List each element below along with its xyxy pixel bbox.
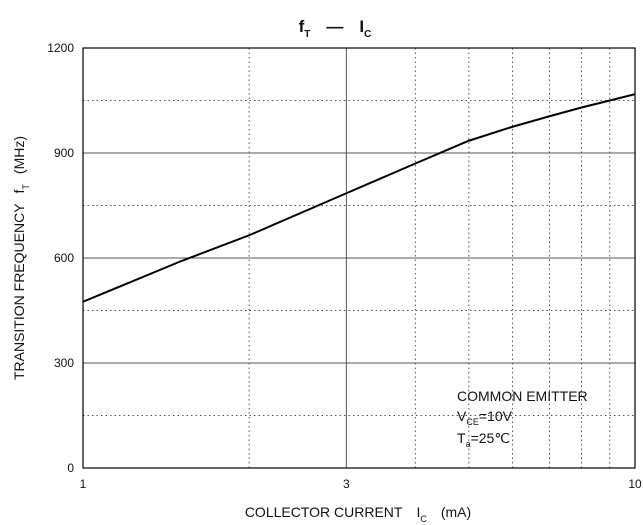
title-vs-symbol: I [359, 17, 364, 36]
y-tick-label: 600 [54, 251, 74, 265]
x-axis-label-text: COLLECTOR CURRENT [245, 504, 403, 520]
data-series-line [82, 93, 636, 303]
chart-title: fT — IC [299, 17, 372, 40]
annotation-ta-value: =25℃ [471, 430, 510, 446]
annotation-ta-sub: a [466, 439, 471, 449]
y-axis-label-text: TRANSITION FREQUENCY [11, 203, 27, 380]
annotation-vce-value: =10V [479, 408, 513, 424]
x-tick-label: 1 [80, 477, 87, 491]
conditions-annotation: COMMON EMITTER VCE=10V Ta=25℃ [457, 388, 588, 449]
y-tick-label: 1200 [47, 41, 74, 55]
y-axis-label-symbol: f [11, 189, 27, 193]
title-symbol: f [299, 17, 305, 36]
annotation-ta-symbol: T [457, 430, 466, 446]
x-axis-label-symbol: I [416, 504, 420, 520]
y-axis-label-symbol-sub: T [21, 184, 31, 190]
x-axis-label-unit: (mA) [441, 504, 471, 520]
title-dash: — [326, 17, 343, 36]
x-axis-label-symbol-sub: C [420, 514, 427, 524]
annotation-line-1: COMMON EMITTER [457, 388, 588, 404]
title-symbol-sub: T [304, 29, 310, 40]
y-tick-label: 900 [54, 146, 74, 160]
annotation-line-2: VCE=10V [457, 408, 513, 427]
plot-area: 0 300 600 900 1200 1 3 10 [47, 41, 642, 491]
y-tick-label: 300 [54, 356, 74, 370]
x-tick-label: 3 [343, 477, 350, 491]
y-axis-label: TRANSITION FREQUENCY fT (MHz) [11, 136, 31, 380]
annotation-vce-sub: CE [466, 417, 479, 427]
x-axis-label: COLLECTOR CURRENT IC (mA) [245, 504, 471, 524]
annotation-line-3: Ta=25℃ [457, 430, 510, 449]
x-tick-label: 10 [628, 477, 642, 491]
plot-frame [82, 47, 636, 469]
annotation-vce-symbol: V [457, 408, 467, 424]
y-tick-label: 0 [67, 461, 74, 475]
y-axis-label-unit: (MHz) [11, 136, 27, 174]
title-vs-sub: C [364, 29, 371, 40]
